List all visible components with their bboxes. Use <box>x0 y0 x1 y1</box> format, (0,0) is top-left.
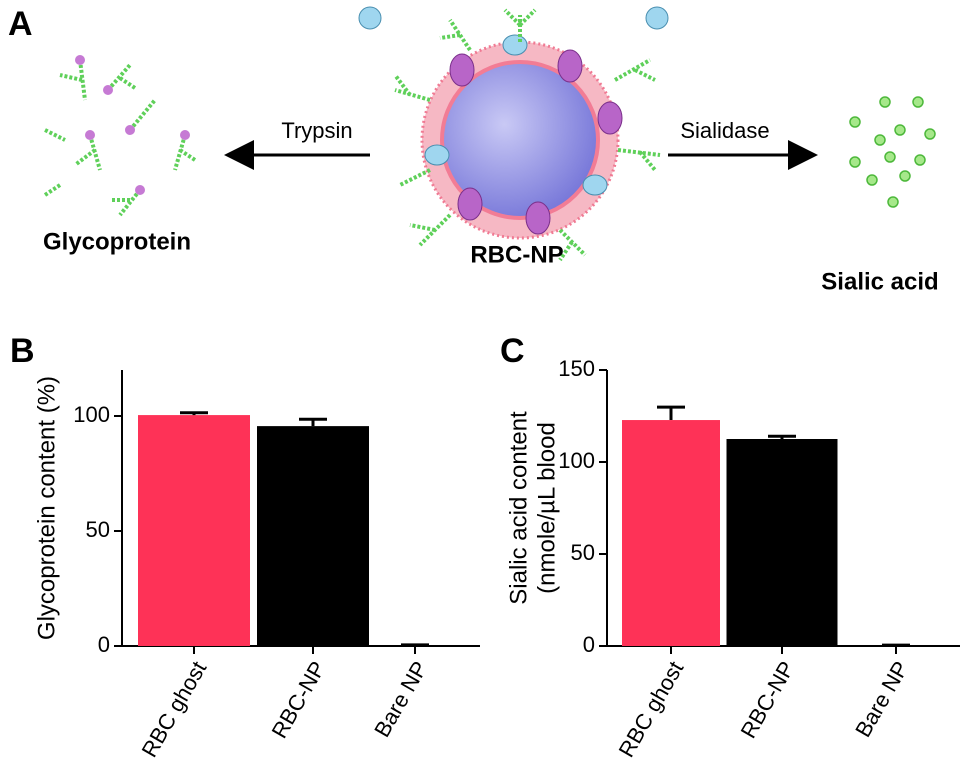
panel-label: C <box>500 332 525 370</box>
y-tick-label: 0 <box>583 632 595 657</box>
panel-label: B <box>10 332 35 370</box>
y-tick-label: 50 <box>86 517 110 542</box>
y-axis-label: Sialic acid content <box>505 411 532 605</box>
glycoproteins <box>45 60 195 215</box>
x-tick-label: RBC ghost <box>137 657 212 759</box>
bar <box>257 426 369 646</box>
y-axis-label: Glycoprotein content (%) <box>33 376 60 640</box>
bar <box>622 420 720 646</box>
y-tick-label: 50 <box>571 540 595 565</box>
error-bar <box>657 407 685 420</box>
y-tick-label: 100 <box>73 402 110 427</box>
error-bar <box>299 419 327 426</box>
product-label: Glycoprotein <box>43 228 191 255</box>
panel-a-diagram: A Trypsin Sialidase Glycoprotein RBC-NP … <box>8 5 939 295</box>
center-label: RBC-NP <box>470 241 563 268</box>
error-bar <box>768 436 796 439</box>
y-axis-label: (nmole/µL blood <box>533 422 560 594</box>
y-tick-label: 0 <box>98 632 110 657</box>
x-tick-label: RBC-NP <box>736 657 800 743</box>
product-label: Sialic acid <box>821 268 938 295</box>
y-tick-label: 100 <box>558 448 595 473</box>
x-tick-label: RBC ghost <box>614 657 689 759</box>
x-tick-label: Bare NP <box>369 657 432 742</box>
x-tick-label: Bare NP <box>850 657 913 742</box>
enzyme-label: Sialidase <box>680 118 769 143</box>
enzyme-label: Trypsin <box>281 118 352 143</box>
x-tick-label: RBC-NP <box>267 657 331 743</box>
bar <box>138 415 250 646</box>
y-tick-label: 150 <box>558 356 595 381</box>
sialic-acid-dots <box>850 97 935 207</box>
bar <box>727 439 838 646</box>
panel-label: A <box>8 5 33 43</box>
error-bar <box>180 413 208 415</box>
